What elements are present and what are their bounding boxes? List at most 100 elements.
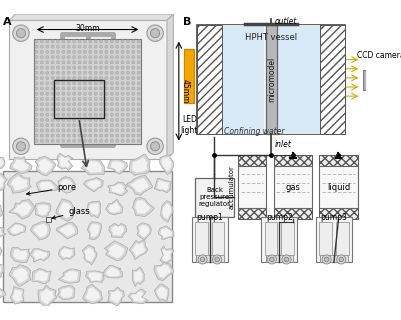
Circle shape <box>132 139 135 142</box>
Circle shape <box>137 50 140 53</box>
Circle shape <box>78 113 81 116</box>
Circle shape <box>73 87 76 90</box>
Circle shape <box>110 108 113 111</box>
Circle shape <box>105 82 108 85</box>
Circle shape <box>267 255 276 264</box>
Polygon shape <box>0 173 7 191</box>
Circle shape <box>110 113 113 116</box>
Polygon shape <box>0 228 3 237</box>
Circle shape <box>67 139 71 142</box>
Circle shape <box>115 108 119 111</box>
Circle shape <box>78 82 81 85</box>
Circle shape <box>83 61 87 64</box>
Text: Back
pressure
regulator: Back pressure regulator <box>198 188 231 207</box>
Circle shape <box>121 124 124 127</box>
Text: outlet: outlet <box>275 17 297 26</box>
Circle shape <box>99 82 103 85</box>
Circle shape <box>73 55 76 59</box>
Text: LED
light: LED light <box>180 115 198 135</box>
Bar <box>184 49 194 103</box>
Circle shape <box>40 76 44 80</box>
Circle shape <box>105 50 108 53</box>
Circle shape <box>137 61 140 64</box>
Text: inlet: inlet <box>275 140 292 149</box>
Circle shape <box>89 97 92 100</box>
Circle shape <box>62 87 65 90</box>
Circle shape <box>132 45 135 48</box>
Circle shape <box>137 55 140 59</box>
Circle shape <box>121 40 124 43</box>
Circle shape <box>78 134 81 137</box>
Polygon shape <box>13 202 31 216</box>
Text: gas: gas <box>286 183 300 192</box>
Circle shape <box>62 82 65 85</box>
Circle shape <box>284 257 289 262</box>
Circle shape <box>105 139 108 142</box>
Circle shape <box>40 118 44 122</box>
Circle shape <box>115 92 119 95</box>
Circle shape <box>94 113 97 116</box>
Circle shape <box>67 82 71 85</box>
Circle shape <box>40 97 44 100</box>
Circle shape <box>57 87 60 90</box>
Polygon shape <box>59 246 75 260</box>
Circle shape <box>62 61 65 64</box>
Polygon shape <box>39 182 55 190</box>
Circle shape <box>62 76 65 80</box>
Polygon shape <box>162 204 171 219</box>
Circle shape <box>337 255 346 264</box>
Circle shape <box>89 82 92 85</box>
Polygon shape <box>0 263 4 280</box>
Circle shape <box>51 113 54 116</box>
Polygon shape <box>9 200 34 220</box>
Circle shape <box>73 124 76 127</box>
Circle shape <box>94 45 97 48</box>
Circle shape <box>35 92 38 95</box>
Polygon shape <box>108 202 121 213</box>
Circle shape <box>94 129 97 132</box>
Circle shape <box>51 71 54 75</box>
Circle shape <box>99 134 103 137</box>
Polygon shape <box>160 228 172 238</box>
Circle shape <box>73 92 76 95</box>
Circle shape <box>132 102 135 106</box>
Circle shape <box>110 134 113 137</box>
Polygon shape <box>37 205 49 215</box>
Circle shape <box>339 257 344 262</box>
Circle shape <box>46 102 49 106</box>
Text: HPHT vessel: HPHT vessel <box>245 33 297 42</box>
Circle shape <box>137 129 140 132</box>
Polygon shape <box>59 179 73 191</box>
Bar <box>197 25 222 134</box>
Circle shape <box>105 76 108 80</box>
Circle shape <box>110 76 113 80</box>
Circle shape <box>35 61 38 64</box>
Polygon shape <box>126 175 153 195</box>
Circle shape <box>46 97 49 100</box>
Circle shape <box>83 124 87 127</box>
Circle shape <box>73 129 76 132</box>
Circle shape <box>132 40 135 43</box>
Circle shape <box>78 61 81 64</box>
Circle shape <box>99 102 103 106</box>
Circle shape <box>73 113 76 116</box>
Circle shape <box>62 102 65 106</box>
Circle shape <box>121 92 124 95</box>
Circle shape <box>46 134 49 137</box>
Circle shape <box>126 40 130 43</box>
Circle shape <box>78 97 81 100</box>
Text: pump2: pump2 <box>266 213 293 222</box>
Circle shape <box>105 124 108 127</box>
Circle shape <box>73 50 76 53</box>
Circle shape <box>121 71 124 75</box>
Polygon shape <box>61 248 73 258</box>
Circle shape <box>13 138 29 155</box>
Circle shape <box>132 118 135 122</box>
Bar <box>319 208 358 219</box>
Circle shape <box>115 102 119 106</box>
Circle shape <box>62 97 65 100</box>
Circle shape <box>62 92 65 95</box>
Circle shape <box>115 50 119 53</box>
Circle shape <box>83 129 87 132</box>
Circle shape <box>73 82 76 85</box>
